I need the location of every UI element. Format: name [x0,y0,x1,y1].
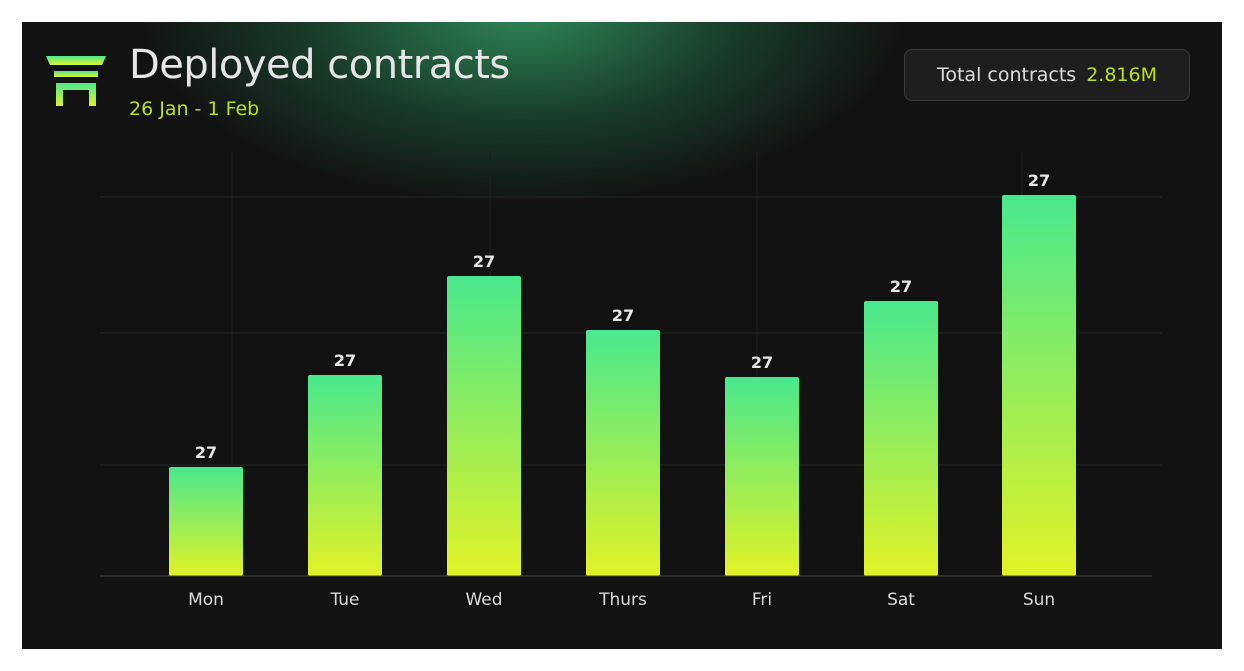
bar-wed [447,276,521,576]
total-contracts-label: Total contracts [936,64,1077,86]
x-tick-label-fri: Fri [752,590,772,610]
data-label-sun: 27 [1028,171,1050,190]
total-contracts-value: 2.816M [1086,64,1158,86]
page-title: Deployed contracts [129,42,510,88]
total-contracts-card: Total contracts 2.816M [904,49,1190,101]
data-label-thurs: 27 [612,306,634,325]
x-tick-label-tue: Tue [329,590,359,610]
x-tick-label-wed: Wed [465,590,502,610]
x-tick-label-thurs: Thurs [598,590,647,610]
bar-chart: 27 Mon 27 Tue 27 Wed 27 Thurs 27 Fri 27 Sat 27 Sun [100,152,1162,610]
x-tick-label-sun: Sun [1023,590,1055,610]
data-label-fri: 27 [751,353,773,372]
data-label-mon: 27 [195,443,217,462]
torii-gate-icon [46,56,106,106]
data-label-sat: 27 [890,277,912,296]
bar-thurs [586,330,660,576]
data-label-wed: 27 [473,252,495,271]
bar-sat [864,301,938,576]
data-label-tue: 27 [334,351,356,370]
chart-panel: Deployed contracts 26 Jan - 1 Feb Total … [22,22,1222,649]
date-range: 26 Jan - 1 Feb [129,98,260,120]
x-tick-label-sat: Sat [887,590,915,610]
bar-fri [725,377,799,576]
x-tick-label-mon: Mon [188,590,224,610]
bar-mon [169,467,243,576]
bar-tue [308,375,382,576]
bar-sun [1002,195,1076,576]
